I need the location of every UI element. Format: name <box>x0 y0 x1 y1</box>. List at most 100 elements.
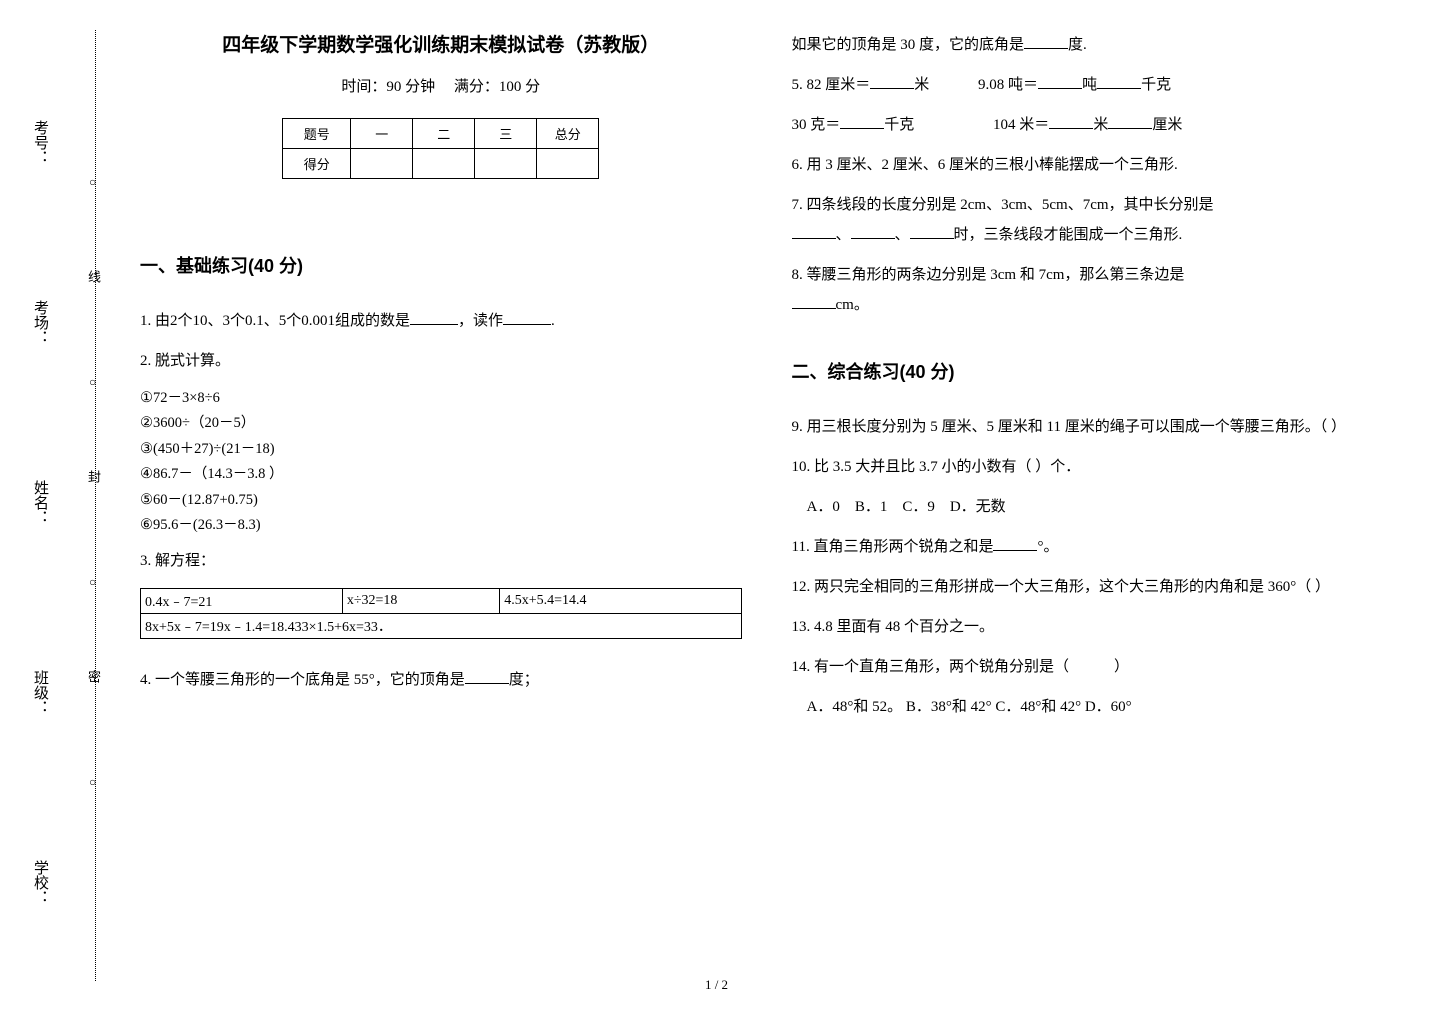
page-content: 四年级下学期数学强化训练期末模拟试卷（苏教版） 时间：90 分钟 满分：100 … <box>110 0 1433 1011</box>
q3-cell: 8x+5x﹣7=19x﹣1.4=18.433×1.5+6x=33． <box>141 614 742 639</box>
binding-field-class: 班级： <box>30 670 51 715</box>
binding-margin: ○ ○ ○ ○ 线 封 密 学校： 班级： 姓名： 考场： 考号： <box>0 0 110 1011</box>
score-cell[interactable] <box>351 149 413 179</box>
question-3: 3. 解方程： <box>140 546 742 576</box>
q5-b3: 千克 <box>1141 77 1171 93</box>
q4-blank-2[interactable] <box>1024 34 1068 49</box>
score-cell[interactable] <box>413 149 475 179</box>
score-cell: 题号 <box>283 119 351 149</box>
q4-text-a: 4. 一个等腰三角形的一个底角是 55°，它的顶角是 <box>140 672 465 688</box>
q5-d3: 厘米 <box>1152 117 1182 133</box>
question-5: 5. 82 厘米＝ 米 9.08 吨＝ 吨 千克 <box>792 70 1394 100</box>
question-10-opts: A．0 B．1 C．9 D．无数 <box>792 492 1394 522</box>
q4-text-b: 度； <box>509 672 539 688</box>
question-8: 8. 等腰三角形的两条边分别是 3cm 和 7cm，那么第三条边是 cm。 <box>792 260 1394 320</box>
q4-blank-1[interactable] <box>465 669 509 684</box>
q1-text-b: ，读作 <box>458 313 503 329</box>
q1-text-a: 1. 由2个10、3个0.1、5个0.001组成的数是 <box>140 313 410 329</box>
binding-circle: ○ <box>89 175 101 187</box>
question-6: 6. 用 3 厘米、2 厘米、6 厘米的三根小棒能摆成一个三角形. <box>792 150 1394 180</box>
q5-blank[interactable] <box>840 114 884 129</box>
question-7: 7. 四条线段的长度分别是 2cm、3cm、5cm、7cm，其中长分别是 、、时… <box>792 190 1394 250</box>
binding-dotted-line <box>95 30 96 981</box>
binding-circle: ○ <box>89 375 101 387</box>
page-title: 四年级下学期数学强化训练期末模拟试卷（苏教版） <box>140 30 742 57</box>
question-13: 13. 4.8 里面有 48 个百分之一。 <box>792 612 1394 642</box>
q1-text-c: . <box>551 313 555 329</box>
question-2: 2. 脱式计算。 <box>140 346 742 376</box>
score-cell[interactable] <box>475 149 537 179</box>
binding-circle: ○ <box>89 575 101 587</box>
q8-text-b: cm。 <box>836 297 869 313</box>
q2-item: ②3600÷（20－5） <box>140 411 742 436</box>
question-4: 4. 一个等腰三角形的一个底角是 55°，它的顶角是 度； <box>140 665 742 695</box>
q3-cell: x÷32=18 <box>342 589 499 614</box>
section-1-title: 一、基础练习(40 分) <box>140 252 742 278</box>
q11-text-a: 11. 直角三角形两个锐角之和是 <box>792 539 994 555</box>
q2-item: ①72－3×8÷6 <box>140 386 742 411</box>
q7-blank[interactable] <box>851 224 895 239</box>
score-cell: 二 <box>413 119 475 149</box>
q4-text-d: 度. <box>1068 37 1087 53</box>
question-12: 12. 两只完全相同的三角形拼成一个大三角形，这个大三角形的内角和是 360°（… <box>792 572 1394 602</box>
q8-blank[interactable] <box>792 294 836 309</box>
question-9: 9. 用三根长度分别为 5 厘米、5 厘米和 11 厘米的绳子可以围成一个等腰三… <box>792 412 1394 442</box>
q3-cell: 0.4x﹣7=21 <box>141 589 343 614</box>
q7-text-a: 7. 四条线段的长度分别是 2cm、3cm、5cm、7cm，其中长分别是 <box>792 197 1214 213</box>
question-5-line2: 30 克＝ 千克 104 米＝ 米 厘米 <box>792 110 1394 140</box>
label-text: 考场： <box>32 300 48 345</box>
binding-field-school: 学校： <box>30 860 51 905</box>
q11-blank[interactable] <box>993 536 1037 551</box>
binding-char: 密 <box>84 670 103 683</box>
right-column: 如果它的顶角是 30 度，它的底角是 度. 5. 82 厘米＝ 米 9.08 吨＝ 吨… <box>792 30 1394 981</box>
score-cell: 一 <box>351 119 413 149</box>
question-14-opts: A．48°和 52。 B．38°和 42° C．48°和 42° D．60° <box>792 692 1394 722</box>
binding-char: 封 <box>84 470 103 483</box>
q5-b2: 吨 <box>1082 77 1097 93</box>
q5-c2: 千克 <box>884 117 914 133</box>
question-10: 10. 比 3.5 大并且比 3.7 小的小数有（ ）个． <box>792 452 1394 482</box>
q3-cell: 4.5x+5.4=14.4 <box>500 589 741 614</box>
label-text: 姓名： <box>32 480 48 525</box>
q1-blank-2[interactable] <box>503 310 551 325</box>
binding-char: 线 <box>84 270 103 283</box>
score-cell[interactable] <box>537 149 599 179</box>
label-text: 班级： <box>32 670 48 715</box>
score-cell: 总分 <box>537 119 599 149</box>
q11-text-b: °。 <box>1037 539 1058 555</box>
binding-circle: ○ <box>89 775 101 787</box>
q5-a1: 5. 82 厘米＝ <box>792 77 871 93</box>
score-cell: 得分 <box>283 149 351 179</box>
q5-blank[interactable] <box>1049 114 1093 129</box>
binding-field-name: 姓名： <box>30 480 51 525</box>
q3-table: 0.4x﹣7=21 x÷32=18 4.5x+5.4=14.4 8x+5x﹣7=… <box>140 588 742 639</box>
section-2-title: 二、综合练习(40 分) <box>792 358 1394 384</box>
q2-item: ⑥95.6－(26.3－8.3) <box>140 513 742 538</box>
q5-a2: 米 <box>914 77 929 93</box>
points-label: 满分：100 分 <box>454 79 540 95</box>
q7-sep: 、 <box>895 227 910 243</box>
q5-blank[interactable] <box>1038 74 1082 89</box>
page-footer: 1 / 2 <box>705 977 728 993</box>
q1-blank-1[interactable] <box>410 310 458 325</box>
q5-c1: 30 克＝ <box>792 117 841 133</box>
question-14: 14. 有一个直角三角形，两个锐角分别是（ ） <box>792 652 1394 682</box>
q5-blank[interactable] <box>1097 74 1141 89</box>
binding-field-room: 考场： <box>30 300 51 345</box>
q8-text-a: 8. 等腰三角形的两条边分别是 3cm 和 7cm，那么第三条边是 <box>792 267 1185 283</box>
q5-b1: 9.08 吨＝ <box>978 77 1038 93</box>
q5-blank[interactable] <box>870 74 914 89</box>
q4-text-c: 如果它的顶角是 30 度，它的底角是 <box>792 37 1025 53</box>
time-label: 时间：90 分钟 <box>341 79 435 95</box>
q7-text-b: 时，三条线段才能围成一个三角形. <box>954 227 1183 243</box>
q5-d2: 米 <box>1093 117 1108 133</box>
q7-blank[interactable] <box>910 224 954 239</box>
q5-blank[interactable] <box>1108 114 1152 129</box>
score-cell: 三 <box>475 119 537 149</box>
q2-item: ③(450＋27)÷(21－18) <box>140 437 742 462</box>
q7-blank[interactable] <box>792 224 836 239</box>
q2-item: ④86.7－（14.3－3.8 ） <box>140 462 742 487</box>
q5-d1: 104 米＝ <box>993 117 1049 133</box>
question-1: 1. 由2个10、3个0.1、5个0.001组成的数是 ，读作. <box>140 306 742 336</box>
score-table: 题号 一 二 三 总分 得分 <box>282 118 599 179</box>
